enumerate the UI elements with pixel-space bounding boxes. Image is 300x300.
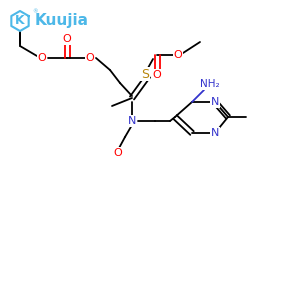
Text: ®: ® bbox=[32, 10, 38, 14]
Text: O: O bbox=[85, 53, 94, 63]
Text: N: N bbox=[211, 128, 219, 138]
Text: N: N bbox=[128, 116, 136, 126]
Text: Kuujia: Kuujia bbox=[35, 14, 89, 28]
Text: O: O bbox=[38, 53, 46, 63]
Text: O: O bbox=[153, 70, 161, 80]
Text: K: K bbox=[15, 14, 25, 28]
Text: O: O bbox=[114, 148, 122, 158]
Text: O: O bbox=[174, 50, 182, 60]
Text: NH₂: NH₂ bbox=[200, 79, 220, 89]
Text: N: N bbox=[211, 97, 219, 107]
Text: S: S bbox=[141, 68, 149, 80]
Text: O: O bbox=[63, 34, 71, 44]
